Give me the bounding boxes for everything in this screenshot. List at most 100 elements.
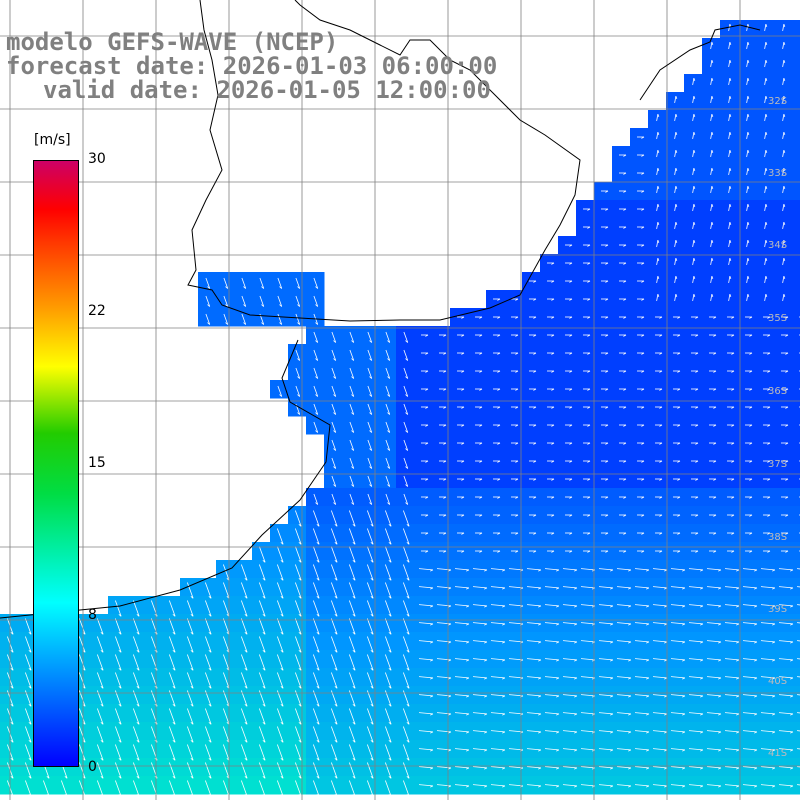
wind-arrow-head: [767, 460, 771, 463]
wind-arrow: [688, 730, 703, 733]
wind-arrow-head: [785, 352, 789, 355]
wind-arrow: [349, 385, 355, 397]
wind-arrow-head: [118, 793, 122, 797]
wind-arrow: [204, 744, 212, 761]
wind-arrow-head: [623, 154, 627, 157]
wind-arrow: [670, 604, 685, 607]
wind-arrow-head: [783, 239, 786, 244]
wind-arrow-head: [190, 721, 194, 725]
wind-arrow-head: [569, 460, 573, 463]
wind-arrow-head: [718, 641, 722, 644]
wind-arrow: [710, 222, 713, 230]
wind-arrow-head: [243, 322, 247, 325]
wind-arrow-head: [315, 412, 319, 415]
wind-arrow-head: [406, 775, 410, 779]
wind-arrow-head: [657, 131, 660, 136]
wind-arrow-head: [713, 406, 717, 409]
wind-arrow-head: [731, 442, 735, 445]
wind-arrow: [241, 313, 247, 325]
wind-arrow-head: [315, 358, 319, 361]
wind-arrow-head: [406, 595, 410, 599]
wind-arrow: [688, 748, 703, 751]
wind-arrow: [782, 96, 785, 104]
wind-arrow-head: [605, 334, 609, 337]
wind-arrow-head: [767, 424, 771, 427]
wind-cell: [792, 110, 800, 129]
wind-arrow: [652, 784, 667, 787]
wind-arrow-head: [207, 322, 211, 325]
wind-cell: [792, 506, 800, 525]
wind-arrow-head: [334, 775, 338, 779]
wind-arrow: [385, 457, 391, 469]
wind-arrow: [96, 708, 104, 725]
wind-arrow: [402, 618, 410, 635]
wind-arrow-head: [754, 659, 758, 662]
wind-arrow-head: [551, 334, 555, 337]
wind-arrow-head: [448, 605, 452, 608]
wind-arrow-head: [605, 370, 609, 373]
wind-arrow: [330, 762, 338, 779]
wind-arrow: [710, 60, 713, 68]
wind-arrow: [294, 672, 302, 689]
wind-arrow: [778, 748, 793, 751]
wind-cell: [792, 74, 800, 93]
wind-arrow: [258, 636, 266, 653]
wind-arrow-head: [298, 775, 302, 779]
wind-arrow-head: [538, 623, 542, 626]
wind-arrow: [688, 658, 703, 661]
wind-arrow-head: [225, 286, 229, 289]
wind-arrow-head: [772, 785, 776, 788]
wind-arrow-head: [334, 649, 338, 653]
wind-arrow-head: [502, 731, 506, 734]
wind-arrow: [490, 568, 505, 571]
wind-arrow: [674, 258, 677, 266]
wind-arrow-head: [316, 757, 320, 761]
wind-arrow-head: [693, 293, 696, 298]
wind-arrow: [436, 748, 451, 751]
wind-arrow-head: [461, 514, 465, 517]
wind-arrow-head: [387, 430, 391, 433]
wind-arrow: [24, 780, 32, 797]
wind-arrow: [562, 658, 577, 661]
wind-arrow: [674, 132, 677, 140]
wind-arrow-head: [682, 695, 686, 698]
wind-arrow: [313, 277, 319, 289]
wind-arrow-head: [100, 631, 104, 635]
wind-arrow-head: [628, 731, 632, 734]
wind-arrow-head: [675, 257, 678, 262]
wind-arrow-head: [430, 695, 434, 698]
wind-arrow: [436, 586, 451, 589]
wind-arrow: [454, 586, 469, 589]
wind-arrow-head: [502, 695, 506, 698]
wind-arrow-head: [587, 334, 591, 337]
wind-arrow: [330, 528, 338, 545]
wind-arrows: [6, 23, 800, 797]
wind-arrow-head: [262, 595, 266, 599]
wind-cell: [792, 398, 800, 417]
wind-arrow-head: [533, 460, 537, 463]
wind-arrow: [454, 658, 469, 661]
wind-arrow-head: [448, 695, 452, 698]
wind-arrow-head: [677, 316, 681, 319]
wind-arrow-head: [333, 376, 337, 379]
wind-arrow: [132, 708, 140, 725]
wind-arrow: [598, 604, 613, 607]
wind-arrow: [294, 708, 302, 725]
wind-arrow-head: [100, 757, 104, 761]
wind-arrow-head: [244, 595, 248, 599]
wind-arrow: [240, 654, 248, 671]
wind-arrow-head: [370, 793, 374, 797]
wind-arrow-head: [783, 203, 786, 208]
wind-arrow: [764, 114, 767, 122]
wind-arrow: [366, 744, 374, 761]
wind-arrow: [454, 712, 469, 715]
wind-cell: [792, 380, 800, 399]
wind-arrow-head: [315, 286, 319, 289]
wind-arrow: [692, 78, 695, 86]
wind-arrow: [330, 672, 338, 689]
wind-arrow: [24, 672, 32, 689]
lat-label-35s: 35S: [768, 313, 788, 324]
wind-arrow: [312, 744, 320, 761]
wind-arrow-head: [713, 496, 717, 499]
